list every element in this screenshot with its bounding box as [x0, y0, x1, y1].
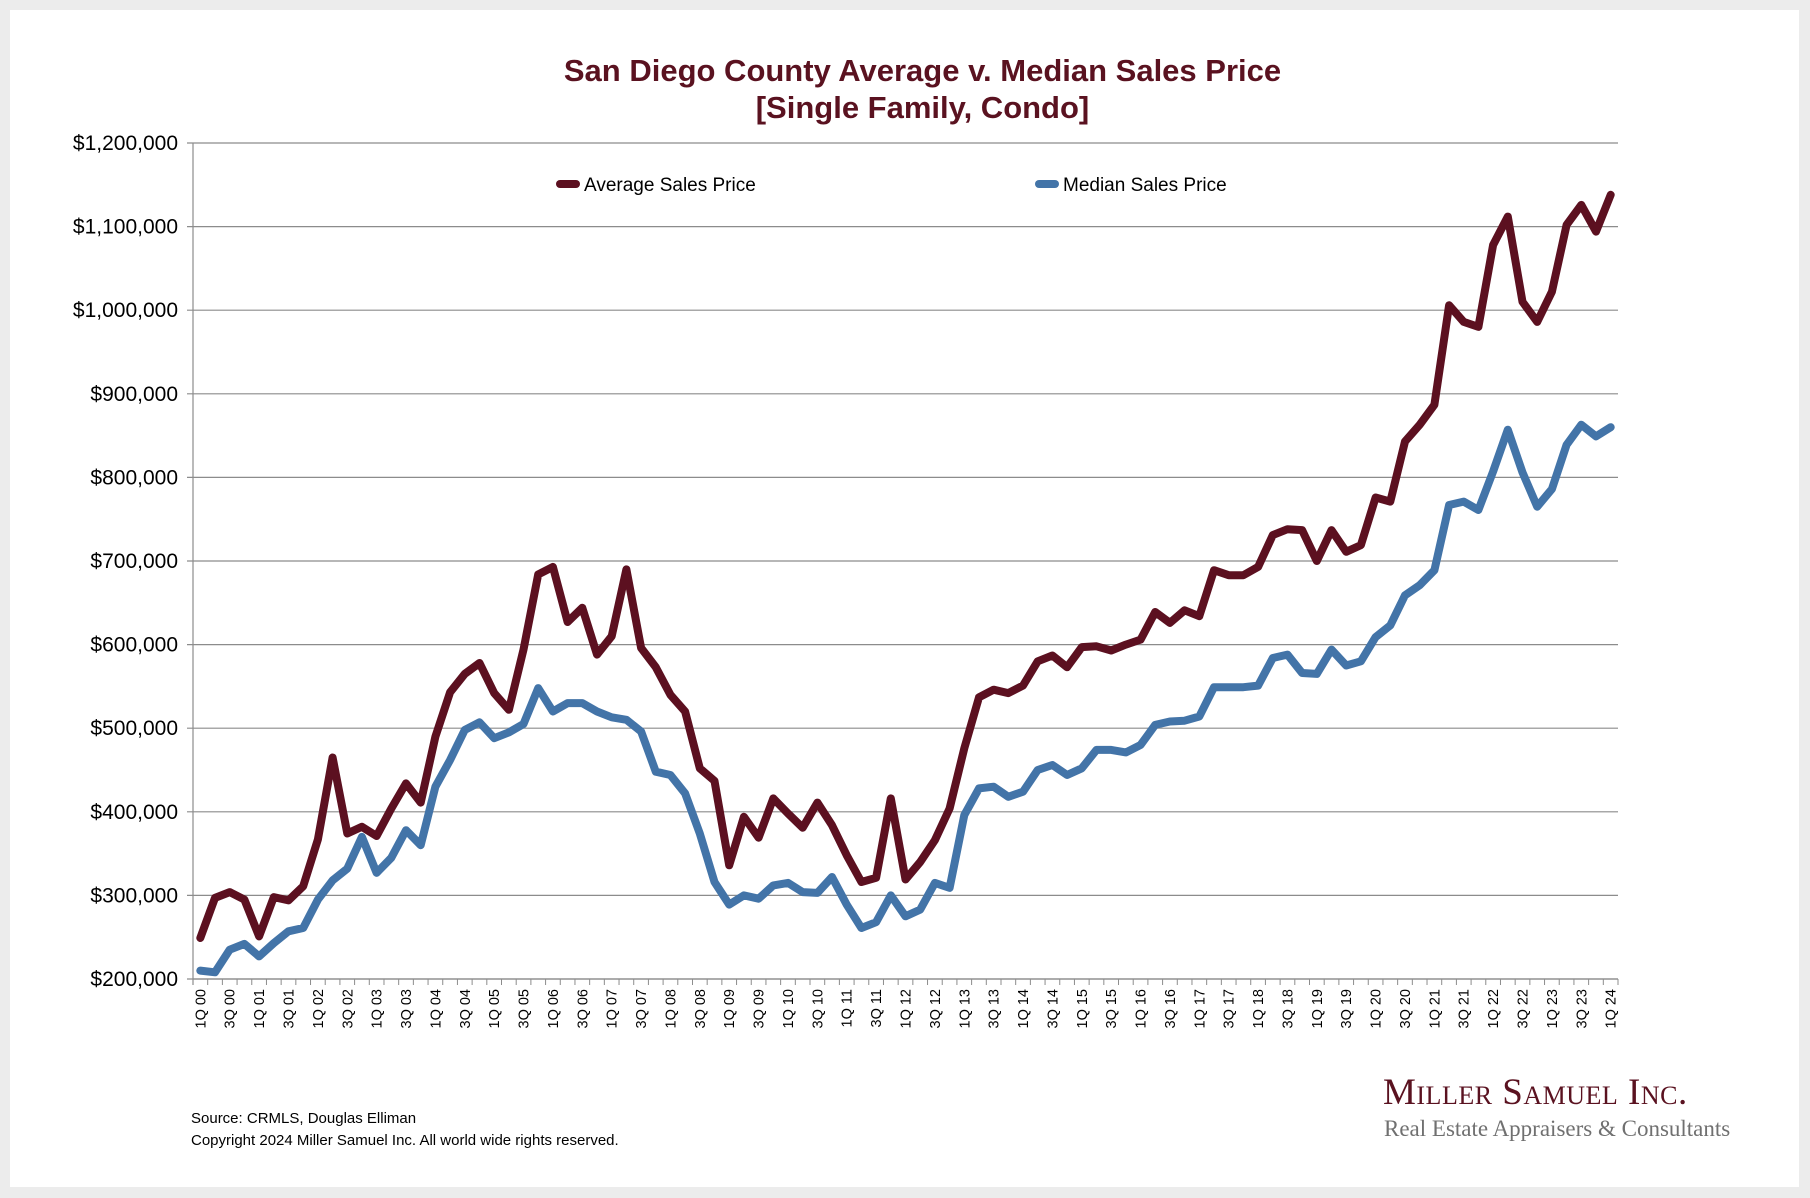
y-tick-label: $800,000	[90, 466, 178, 489]
x-tick-label: 1Q 04	[428, 989, 444, 1029]
x-tick-label: 1Q 18	[1251, 989, 1267, 1029]
series-lines	[196, 190, 1615, 977]
x-tick-label: 1Q 10	[781, 989, 797, 1029]
x-tick-label: 1Q 13	[957, 989, 973, 1029]
x-tick-label: 1Q 19	[1310, 989, 1326, 1029]
x-tick-label: 1Q 14	[1016, 989, 1032, 1029]
logo-tagline: Real Estate Appraisers & Consultants	[1384, 1116, 1731, 1141]
x-tick-label: 3Q 22	[1516, 989, 1532, 1029]
x-tick-label: 3Q 15	[1104, 989, 1120, 1029]
x-tick-label: 3Q 00	[223, 989, 239, 1029]
x-tick-label: 1Q 21	[1427, 989, 1443, 1029]
legend: Average Sales Price Median Sales Price	[556, 175, 1227, 196]
y-tick-label: $900,000	[90, 383, 178, 406]
x-tick-label: 3Q 10	[810, 989, 826, 1029]
legend-label-average: Average Sales Price	[584, 175, 756, 196]
legend-label-median: Median Sales Price	[1063, 175, 1227, 196]
x-tick-label: 1Q 03	[370, 989, 386, 1029]
x-tick-label: 1Q 24	[1604, 989, 1620, 1029]
y-tick-label: $600,000	[90, 634, 178, 657]
x-tick-label: 3Q 03	[399, 989, 415, 1029]
x-tick-label: 3Q 16	[1163, 989, 1179, 1029]
x-tick-label: 3Q 09	[752, 989, 768, 1029]
x-tick-label: 3Q 19	[1339, 989, 1355, 1029]
x-tick-label: 1Q 07	[605, 989, 621, 1029]
y-tick-label: $300,000	[90, 884, 178, 907]
x-tick-label: 1Q 09	[722, 989, 738, 1029]
x-tick-label: 3Q 18	[1280, 989, 1296, 1029]
copyright-note: Copyright 2024 Miller Samuel Inc. All wo…	[191, 1132, 619, 1149]
x-tick-label: 1Q 08	[663, 989, 679, 1029]
x-tick-label: 1Q 00	[193, 989, 209, 1029]
average-sales-price-line	[196, 190, 1615, 942]
x-tick-label: 3Q 12	[928, 989, 944, 1029]
x-tick-label: 3Q 17	[1222, 989, 1238, 1029]
y-tick-label: $200,000	[90, 968, 178, 991]
x-tick-label: 3Q 04	[458, 989, 474, 1029]
x-tick-label: 1Q 11	[840, 989, 856, 1027]
chart-card	[10, 10, 1799, 1187]
x-tick-label: 3Q 06	[575, 989, 591, 1029]
y-tick-label: $700,000	[90, 550, 178, 573]
company-logo: Miller Samuel Inc. Real Estate Appraiser…	[1383, 1072, 1730, 1144]
y-axis: $200,000 $300,000 $400,000 $500,000 $600,000…	[73, 132, 194, 991]
y-tick-label: $400,000	[90, 801, 178, 824]
x-tick-label: 3Q 23	[1574, 989, 1590, 1029]
x-tick-label: 1Q 05	[487, 989, 503, 1029]
source-note: Source: CRMLS, Douglas Elliman	[191, 1110, 417, 1127]
x-tick-label: 1Q 17	[1192, 989, 1208, 1029]
chart-title-line1: San Diego County Average v. Median Sales…	[563, 53, 1282, 88]
x-tick-label: 1Q 12	[899, 989, 915, 1029]
footer: Source: CRMLS, Douglas Elliman Copyright…	[191, 1108, 619, 1152]
x-tick-label: 3Q 07	[634, 989, 650, 1029]
x-axis: 1Q 00 3Q 00 1Q 01 3Q 01 1Q 02 3Q 02 1Q 03 3Q 03…	[192, 978, 1620, 1029]
x-tick-label: 3Q 14	[1045, 989, 1061, 1029]
x-tick-label: 3Q 02	[340, 989, 356, 1029]
x-tick-label: 3Q 13	[987, 989, 1003, 1029]
x-tick-label: 3Q 01	[281, 989, 297, 1029]
x-tick-label: 1Q 02	[311, 989, 327, 1029]
x-tick-label: 1Q 06	[546, 989, 562, 1029]
median-sales-price-line	[196, 420, 1615, 977]
x-tick-label: 3Q 11	[869, 989, 885, 1027]
y-tick-label: $1,100,000	[73, 216, 178, 239]
x-tick-label: 3Q 21	[1457, 989, 1473, 1029]
x-tick-label: 3Q 08	[693, 989, 709, 1029]
x-tick-label: 1Q 23	[1545, 989, 1561, 1029]
y-tick-label: $1,200,000	[73, 132, 178, 155]
x-tick-label: 1Q 16	[1134, 989, 1150, 1029]
x-tick-label: 3Q 20	[1398, 989, 1414, 1029]
chart-title: San Diego County Average v. Median Sales…	[0, 52, 1810, 126]
x-tick-label: 3Q 05	[517, 989, 533, 1029]
logo-name: Miller Samuel Inc.	[1383, 1072, 1688, 1113]
x-tick-label: 1Q 01	[252, 989, 268, 1029]
x-tick-label: 1Q 15	[1075, 989, 1091, 1029]
x-tick-label: 1Q 22	[1486, 989, 1502, 1029]
x-tick-label: 1Q 20	[1369, 989, 1385, 1029]
y-tick-label: $500,000	[90, 717, 178, 740]
chart-title-line2: [Single Family, Condo]	[755, 90, 1090, 125]
y-tick-label: $1,000,000	[73, 299, 178, 322]
